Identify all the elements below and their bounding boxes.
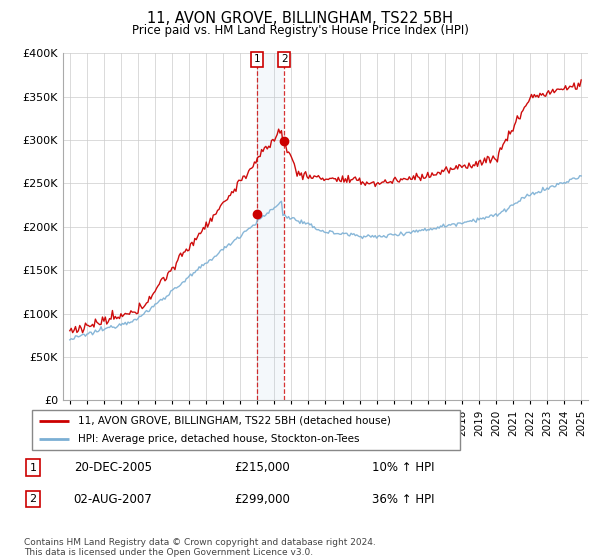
Bar — [257, 53, 284, 400]
Text: Price paid vs. HM Land Registry's House Price Index (HPI): Price paid vs. HM Land Registry's House … — [131, 24, 469, 36]
Text: HPI: Average price, detached house, Stockton-on-Tees: HPI: Average price, detached house, Stoc… — [77, 434, 359, 444]
Text: 1: 1 — [253, 54, 260, 64]
Text: 02-AUG-2007: 02-AUG-2007 — [74, 493, 152, 506]
Text: 20-DEC-2005: 20-DEC-2005 — [74, 461, 152, 474]
Text: 1: 1 — [29, 463, 37, 473]
Text: 2: 2 — [281, 54, 287, 64]
Text: 11, AVON GROVE, BILLINGHAM, TS22 5BH (detached house): 11, AVON GROVE, BILLINGHAM, TS22 5BH (de… — [77, 416, 391, 426]
Text: Contains HM Land Registry data © Crown copyright and database right 2024.
This d: Contains HM Land Registry data © Crown c… — [24, 538, 376, 557]
Text: 2: 2 — [29, 494, 37, 504]
FancyBboxPatch shape — [32, 410, 460, 450]
Text: 36% ↑ HPI: 36% ↑ HPI — [372, 493, 434, 506]
Text: £215,000: £215,000 — [234, 461, 290, 474]
Text: 11, AVON GROVE, BILLINGHAM, TS22 5BH: 11, AVON GROVE, BILLINGHAM, TS22 5BH — [147, 11, 453, 26]
Text: £299,000: £299,000 — [234, 493, 290, 506]
Text: 10% ↑ HPI: 10% ↑ HPI — [372, 461, 434, 474]
